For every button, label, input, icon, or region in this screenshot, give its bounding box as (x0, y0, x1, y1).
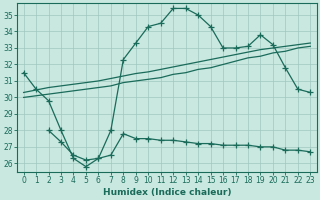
X-axis label: Humidex (Indice chaleur): Humidex (Indice chaleur) (103, 188, 231, 197)
